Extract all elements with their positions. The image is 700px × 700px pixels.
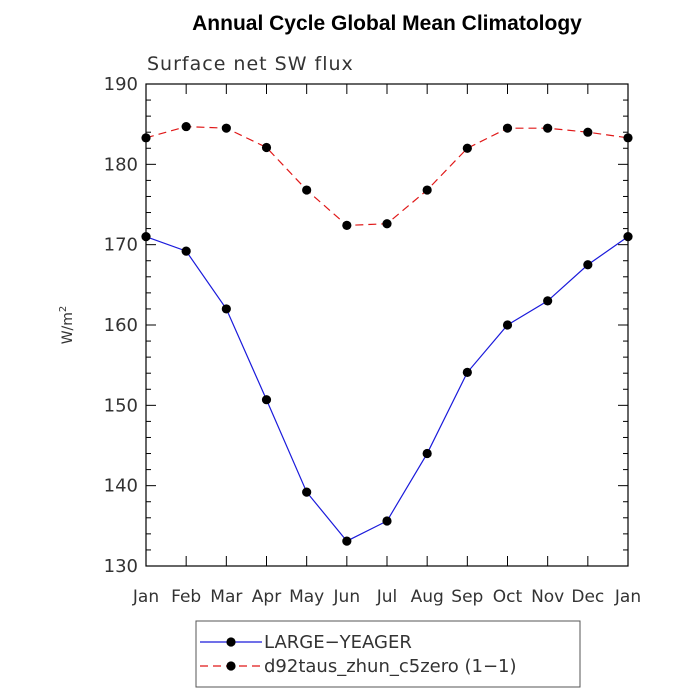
series-2-point <box>221 123 231 133</box>
x-tick-label: Jun <box>333 587 361 607</box>
legend-marker-1 <box>226 637 236 647</box>
legend-marker-2 <box>226 661 236 671</box>
x-tick-label: Sep <box>451 587 483 607</box>
y-axis-label: W/m2 <box>58 306 76 345</box>
y-tick-label: 180 <box>104 154 138 175</box>
series-2-point <box>543 123 553 133</box>
y-tick-label: 160 <box>104 315 138 336</box>
series-layer <box>141 121 633 546</box>
series-2-point <box>342 220 352 230</box>
series-2-point <box>141 133 151 143</box>
x-tick-label: Apr <box>252 587 281 607</box>
y-tick-label: 190 <box>104 74 138 95</box>
x-tick-label: Aug <box>411 587 444 607</box>
y-tick-label: 130 <box>104 556 138 577</box>
series-1-point <box>623 232 633 242</box>
series-1-point <box>141 232 151 242</box>
series-1-point <box>181 246 191 256</box>
series-2-point <box>302 185 312 195</box>
legend-box <box>195 620 581 688</box>
series-1-point <box>422 448 432 459</box>
series-line-2 <box>145 125 629 226</box>
axes-ticks: 130 140 150 160 170 180 190 Jan Feb Mar Apr May Jun J… <box>104 74 641 607</box>
x-tick-label: Feb <box>171 587 201 607</box>
legend-label-2: d92taus_zhun_c5zero (1−1) <box>264 656 517 677</box>
x-tick-label: Jan <box>132 587 159 607</box>
x-tick-label: Jan <box>614 587 641 607</box>
x-tick-label: Dec <box>571 587 604 607</box>
chart-subtitle: Surface net SW flux <box>147 53 354 75</box>
series-1-point <box>382 516 392 526</box>
series-2-point <box>422 185 432 195</box>
series-2-point <box>462 143 472 153</box>
legend-label-1: LARGE−YEAGER <box>264 632 412 653</box>
series-1-point <box>462 367 472 377</box>
series-line-1 <box>145 236 629 542</box>
series-2-point <box>583 127 593 137</box>
x-tick-label: May <box>289 587 324 607</box>
series-2-point <box>261 142 272 153</box>
x-tick-label: Mar <box>210 587 242 607</box>
series-1-point <box>302 487 312 497</box>
plot-frame <box>145 83 629 567</box>
series-2-point <box>181 121 191 132</box>
series-1-point <box>342 536 352 546</box>
series-2-point <box>502 123 513 133</box>
legend: LARGE−YEAGER d92taus_zhun_c5zero (1−1) <box>200 632 517 677</box>
series-2-point <box>382 219 392 229</box>
series-2-point <box>623 133 633 143</box>
x-tick-label: Oct <box>493 587 523 607</box>
series-1-point <box>261 395 272 405</box>
chart-title: Annual Cycle Global Mean Climatology <box>192 12 582 35</box>
series-1-point <box>221 304 231 314</box>
y-tick-label: 140 <box>104 476 138 497</box>
series-1-point <box>502 320 513 330</box>
x-tick-label: Nov <box>531 587 564 607</box>
series-1-point <box>583 260 593 270</box>
y-tick-label: 170 <box>104 235 138 256</box>
y-tick-label: 150 <box>104 395 138 416</box>
series-1-point <box>543 296 553 306</box>
x-tick-label: Jul <box>376 587 398 607</box>
